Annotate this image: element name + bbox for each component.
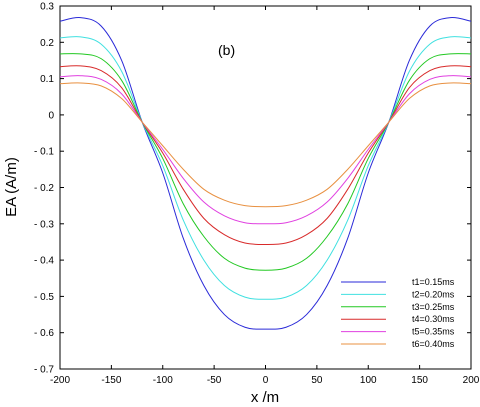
y-tick-label: 0.1 <box>40 74 54 85</box>
y-tick-label: - 0.3 <box>34 219 54 230</box>
y-tick-label: 0.3 <box>40 2 54 13</box>
y-tick-label: - 0.6 <box>34 328 54 339</box>
panel-label: (b) <box>218 42 235 58</box>
x-tick-label: 50 <box>311 375 323 386</box>
series-line <box>59 75 472 225</box>
legend-label: t5=0.35ms <box>412 327 455 337</box>
legend-label: t2=0.20ms <box>412 289 455 299</box>
y-tick-label: - 0.1 <box>34 147 54 158</box>
legend-label: t6=0.40ms <box>412 339 455 349</box>
legend-label: t4=0.30ms <box>412 314 455 324</box>
series-line <box>59 36 472 300</box>
x-tick-label: -150 <box>101 375 121 386</box>
y-tick-label: 0 <box>48 110 54 121</box>
y-tick-label: - 0.2 <box>34 183 54 194</box>
x-tick-label: 0 <box>263 375 269 386</box>
legend-label: t3=0.25ms <box>412 302 455 312</box>
y-tick-label: - 0.7 <box>34 365 54 376</box>
y-axis-title: EA (A/m) <box>3 157 20 217</box>
legend-label: t1=0.15ms <box>412 277 455 287</box>
x-tick-label: 200 <box>463 375 480 386</box>
series-line <box>59 53 472 271</box>
x-tick-label: -200 <box>50 375 70 386</box>
y-tick-label: 0.2 <box>40 38 54 49</box>
y-tick-label: - 0.5 <box>34 292 54 303</box>
x-tick-label: 100 <box>360 375 377 386</box>
series-line <box>59 65 472 245</box>
y-tick-label: - 0.4 <box>34 256 54 267</box>
legend: t1=0.15ms t2=0.20ms t3=0.25ms t4=0.30ms t5=0… <box>341 277 455 349</box>
axis-ticks: -200 -150 -100 -50 0 50 100 150 200 0.3 0.2 0.1 0 - 0… <box>34 2 480 387</box>
x-tick-label: -50 <box>207 375 222 386</box>
series-line <box>59 82 472 208</box>
x-tick-label: -100 <box>153 375 173 386</box>
series-line <box>59 17 472 330</box>
x-tick-label: 150 <box>411 375 428 386</box>
series-lines <box>59 17 472 330</box>
x-axis-title: x /m <box>251 389 279 406</box>
